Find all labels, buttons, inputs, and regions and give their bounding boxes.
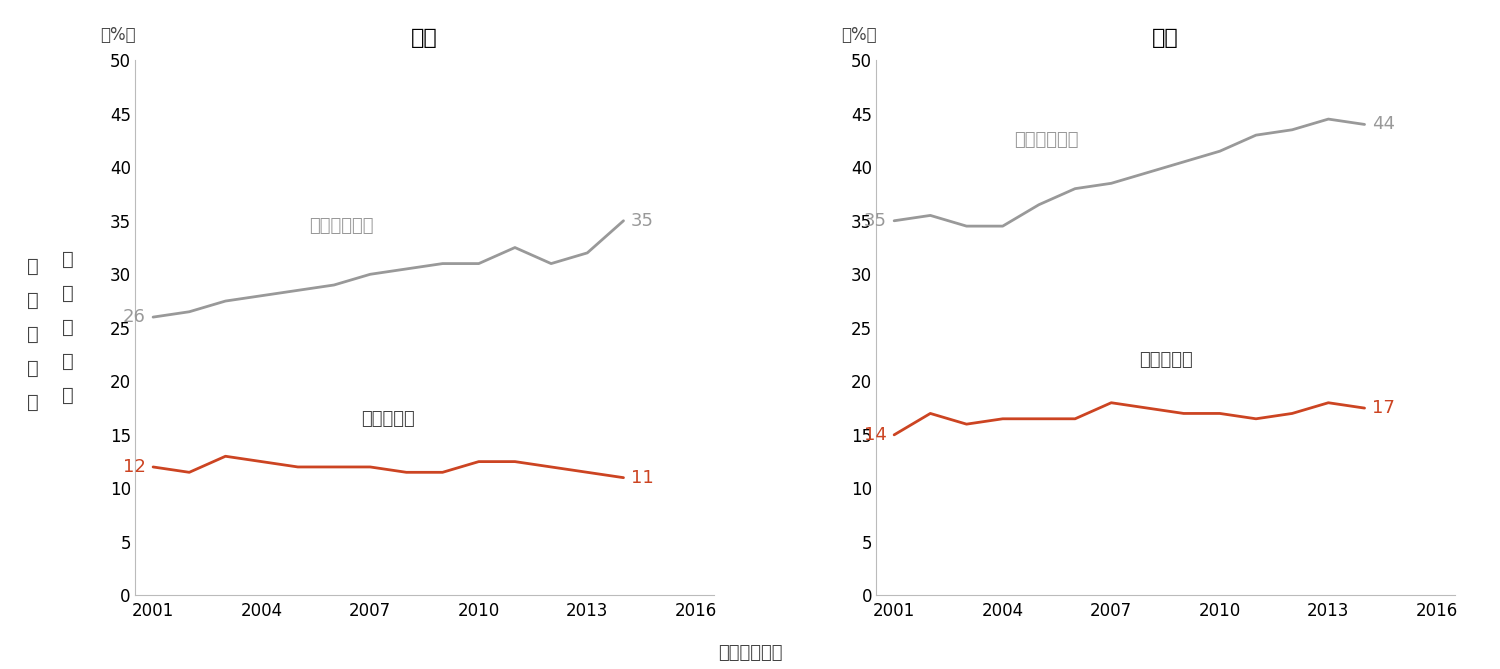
Title: 女性: 女性 <box>1152 27 1179 47</box>
Text: 44: 44 <box>1372 116 1395 133</box>
Text: 診断された年: 診断された年 <box>717 644 783 662</box>
Text: 非小細胞肺癌: 非小細胞肺癌 <box>309 217 374 235</box>
Text: 26: 26 <box>123 308 146 326</box>
Text: 11: 11 <box>630 469 654 486</box>
Y-axis label: ２
年
生
存
率: ２ 年 生 存 率 <box>62 250 74 405</box>
Text: 17: 17 <box>1372 399 1395 417</box>
Text: 35: 35 <box>630 212 654 229</box>
Text: 35: 35 <box>864 212 886 229</box>
Text: 小細胞肺癌: 小細胞肺癌 <box>362 410 416 427</box>
Title: 男性: 男性 <box>411 27 438 47</box>
Text: ２
年
生
存
率: ２ 年 生 存 率 <box>27 257 39 412</box>
Text: 小細胞肺癌: 小細胞肺癌 <box>1138 351 1192 369</box>
Text: （%）: （%） <box>842 26 878 44</box>
Text: 14: 14 <box>864 426 886 444</box>
Text: 12: 12 <box>123 458 146 476</box>
Text: （%）: （%） <box>100 26 136 44</box>
Text: 非小細胞肺癌: 非小細胞肺癌 <box>1014 132 1078 149</box>
